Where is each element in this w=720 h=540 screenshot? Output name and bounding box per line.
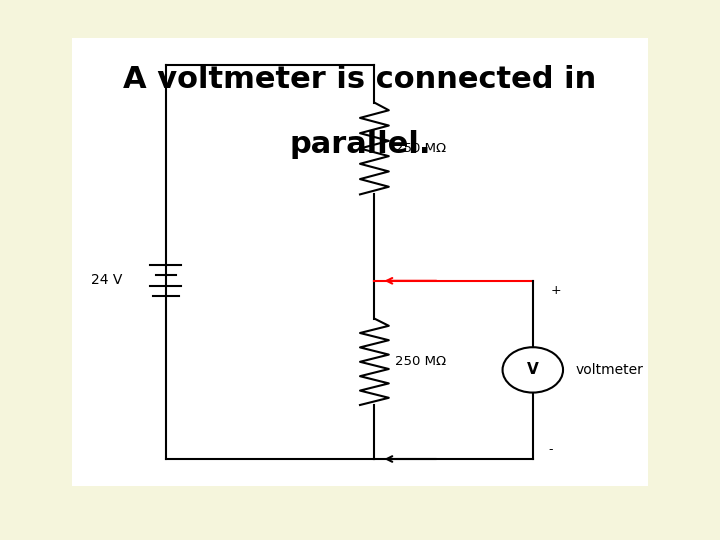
FancyBboxPatch shape bbox=[72, 38, 648, 486]
Text: parallel.: parallel. bbox=[289, 130, 431, 159]
Text: 24 V: 24 V bbox=[91, 273, 122, 287]
Text: voltmeter: voltmeter bbox=[576, 363, 644, 377]
Text: V: V bbox=[527, 362, 539, 377]
Text: 250 MΩ: 250 MΩ bbox=[395, 142, 446, 155]
Text: -: - bbox=[548, 443, 552, 456]
Text: 250 MΩ: 250 MΩ bbox=[395, 355, 446, 368]
Text: A voltmeter is connected in: A voltmeter is connected in bbox=[123, 65, 597, 94]
Text: +: + bbox=[551, 284, 562, 296]
